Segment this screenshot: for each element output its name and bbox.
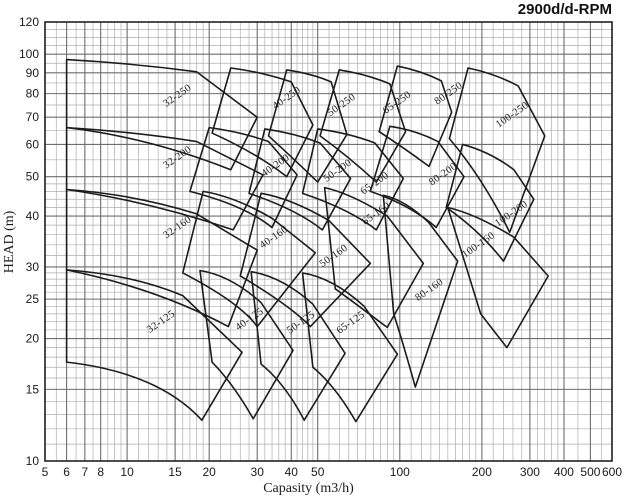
y-axis-tick-label: 25 — [26, 292, 40, 306]
y-axis-tick-label: 120 — [19, 15, 39, 29]
y-axis-tick-label: 40 — [26, 209, 40, 223]
envelope-32-160 — [65, 188, 259, 328]
x-axis-tick-label: 6 — [63, 465, 70, 479]
envelope-label-65-125: 65-125 — [335, 309, 367, 336]
envelope-label-100-250: 100-250 — [494, 100, 531, 130]
y-axis-tick-label: 50 — [26, 170, 40, 184]
plot-frame — [44, 21, 613, 462]
envelope-50-250 — [267, 69, 348, 183]
envelope-65-125 — [301, 272, 399, 423]
x-axis-tick-label: 20 — [203, 465, 217, 479]
envelope-label-32-125: 32-125 — [145, 309, 177, 336]
envelope-label-50-125: 50-125 — [285, 309, 317, 336]
envelope-65-200 — [301, 128, 405, 231]
x-axis-tick-label: 100 — [390, 465, 410, 479]
envelope-50-125 — [250, 270, 346, 421]
envelope-40-200 — [189, 126, 298, 229]
envelope-50-160 — [239, 192, 372, 328]
chart-title: 2900d/d-RPM — [518, 1, 612, 18]
envelope-80-250 — [378, 65, 453, 168]
envelope-100-160 — [447, 206, 549, 349]
y-axis-tick-label: 90 — [26, 66, 40, 80]
envelope-65-250 — [319, 69, 407, 183]
x-axis-title: Capasity (m3/h) — [263, 481, 354, 496]
envelope-label-100-200: 100-200 — [493, 199, 530, 229]
x-axis-tick-label: 7 — [82, 465, 89, 479]
x-axis-tick-label: 8 — [97, 465, 104, 479]
x-axis-tick-label: 50 — [311, 465, 325, 479]
envelope-100-250 — [448, 67, 546, 234]
x-axis-tick-label: 30 — [251, 465, 265, 479]
envelope-50-200 — [248, 128, 352, 231]
x-axis-tick-label: 10 — [120, 465, 134, 479]
envelope-label-32-160: 32-160 — [161, 214, 193, 241]
envelope-40-125 — [199, 269, 294, 420]
envelope-label-32-250: 32-250 — [161, 83, 193, 110]
y-axis-tick-label: 20 — [26, 332, 40, 346]
envelope-label-50-160: 50-160 — [318, 243, 350, 270]
y-axis-tick-label: 30 — [26, 260, 40, 274]
envelope-32-125 — [65, 269, 243, 421]
y-axis-tick-label: 60 — [26, 137, 40, 151]
y-axis-tick-label: 10 — [26, 454, 40, 468]
envelope-100-200 — [445, 143, 535, 262]
x-axis-tick-label: 300 — [520, 465, 540, 479]
y-axis-tick-label: 70 — [26, 110, 40, 124]
envelope-65-160 — [323, 186, 425, 329]
envelope-32-200 — [65, 126, 264, 231]
y-axis-tick-label: 15 — [26, 382, 40, 396]
x-axis-tick-label: 40 — [285, 465, 299, 479]
envelope-label-40-250: 40-250 — [271, 85, 303, 112]
x-axis-tick-label: 500 — [580, 465, 600, 479]
envelope-32-250 — [65, 58, 259, 171]
envelope-40-250 — [211, 67, 314, 178]
x-axis-tick-label: 400 — [554, 465, 574, 479]
x-axis-tick-label: 200 — [472, 465, 492, 479]
envelope-80-160 — [382, 194, 459, 388]
envelope-80-200 — [369, 125, 465, 229]
x-axis-tick-label: 5 — [42, 465, 49, 479]
y-axis-tick-label: 80 — [26, 87, 40, 101]
y-axis-tick-label: 100 — [19, 47, 39, 61]
x-axis-tick-label: 600 — [602, 465, 622, 479]
x-axis-tick-label: 15 — [168, 465, 182, 479]
y-axis-title: HEAD (m) — [2, 210, 17, 273]
envelope-label-40-125: 40-125 — [234, 306, 266, 333]
